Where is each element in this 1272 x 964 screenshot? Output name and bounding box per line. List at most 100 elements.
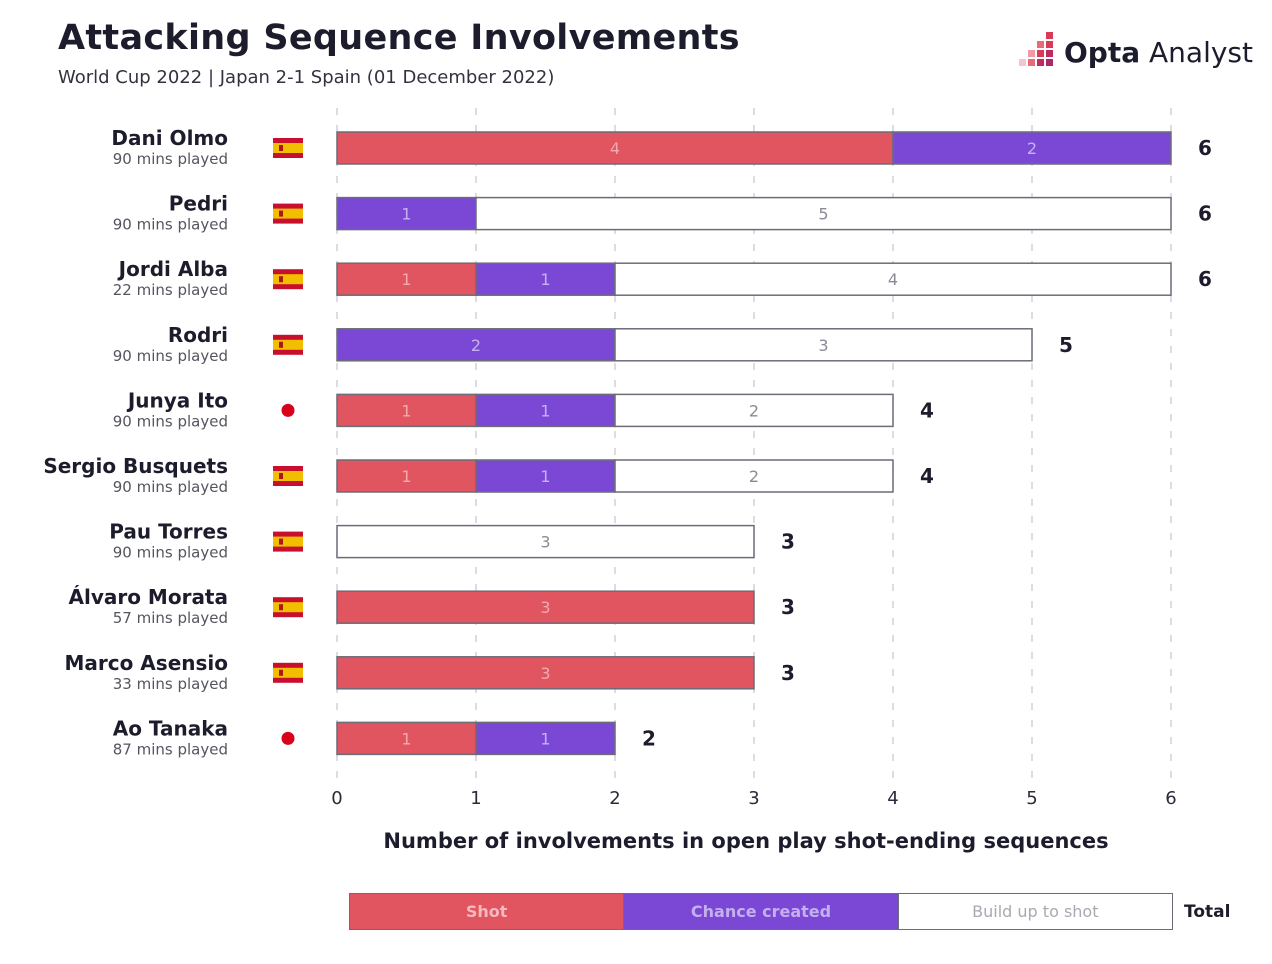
legend-chance-created: Chance created (623, 894, 898, 929)
bar-segment-label: 2 (471, 336, 481, 355)
legend: Shot Chance created Build up to shot (349, 893, 1173, 930)
x-tick-label-3: 3 (748, 788, 759, 809)
player-minutes: 90 mins played (113, 347, 228, 365)
bar-segment-label: 1 (401, 205, 411, 224)
bar-segment-label: 1 (401, 729, 411, 748)
spain-flag-stripe (273, 471, 303, 481)
chart-subtitle: World Cup 2022 | Japan 2-1 Spain (01 Dec… (58, 67, 555, 88)
bar-segment-label: 1 (540, 401, 550, 420)
x-tick-label-2: 2 (609, 788, 620, 809)
bar-total-label: 3 (781, 595, 795, 619)
player-name: Dani Olmo (111, 126, 228, 150)
opta-analyst-logo: Opta Analyst (1016, 30, 1253, 74)
spain-flag-crest (279, 538, 283, 545)
bar-segment-label: 5 (818, 205, 828, 224)
player-name: Marco Asensio (64, 651, 228, 675)
bar-segment-build (475, 196, 1172, 231)
logo-brand-bold: Opta (1064, 36, 1141, 69)
player-minutes: 90 mins played (113, 544, 228, 562)
bar-segment-label: 1 (540, 467, 550, 486)
bar-segment-build (614, 328, 1033, 362)
spain-flag-stripe (273, 143, 303, 153)
opta-logo-icon (1019, 32, 1053, 66)
bar-segment-chance (336, 196, 477, 231)
spain-flag-crest (279, 604, 283, 611)
x-axis-label: Number of involvements in open play shot… (383, 829, 1108, 853)
x-tick-label-0: 0 (331, 788, 342, 809)
bar-total-label: 4 (920, 464, 934, 488)
bar-segment-label: 1 (401, 467, 411, 486)
spain-flag-crest (279, 210, 283, 217)
bar-total-label: 6 (1198, 202, 1212, 226)
bar-segment-chance (475, 459, 616, 493)
x-tick-label-1: 1 (470, 788, 481, 809)
player-name: Pau Torres (109, 520, 228, 544)
spain-flag-stripe (273, 536, 303, 547)
legend-shot: Shot (350, 894, 624, 929)
spain-flag-stripe (273, 667, 303, 678)
bar-total-label: 6 (1198, 267, 1212, 291)
player-minutes: 22 mins played (113, 281, 228, 299)
bar-segment-label: 4 (610, 139, 620, 158)
player-name: Pedri (169, 192, 228, 216)
japan-flag-icon (281, 403, 295, 417)
bar-segment-build (614, 393, 894, 428)
x-tick-label-6: 6 (1165, 788, 1176, 809)
player-name: Junya Ito (126, 388, 228, 412)
player-minutes: 90 mins played (113, 412, 228, 430)
bar-segment-chance (475, 721, 616, 756)
bar-total-label: 5 (1059, 333, 1073, 357)
bar-segment-chance (475, 393, 616, 428)
bar-segment-label: 3 (540, 533, 550, 552)
bar-segment-label: 1 (401, 270, 411, 289)
bar-segment-label: 1 (401, 401, 411, 420)
legend-total: Total (1184, 902, 1231, 922)
spain-flag-stripe (273, 208, 303, 219)
spain-flag-crest (279, 473, 283, 479)
bar-total-label: 6 (1198, 136, 1212, 160)
spain-flag-crest (279, 669, 283, 676)
x-tick-label-5: 5 (1026, 788, 1037, 809)
spain-flag-crest (279, 341, 283, 348)
player-minutes: 57 mins played (113, 609, 228, 627)
player-name: Álvaro Morata (69, 585, 229, 609)
spain-flag-stripe (273, 339, 303, 350)
bar-segment-chance (336, 328, 616, 362)
player-minutes: 87 mins played (113, 740, 228, 758)
spain-flag-crest (279, 276, 283, 283)
bar-total-label: 4 (920, 398, 934, 422)
bar-segment-label: 1 (540, 270, 550, 289)
bar-segment-label: 2 (749, 401, 759, 420)
bar-segment-label: 3 (818, 336, 828, 355)
bar-total-label: 3 (781, 530, 795, 554)
bar-segment-label: 4 (888, 270, 898, 289)
bar-segment-shot (336, 590, 755, 624)
bar-segment-build (614, 459, 894, 493)
player-name: Jordi Alba (117, 257, 228, 281)
bar-segment-shot (336, 262, 477, 296)
bar-segment-chance (892, 131, 1172, 165)
player-minutes: 90 mins played (113, 478, 228, 496)
bar-segment-build (614, 262, 1172, 296)
spain-flag-crest (279, 145, 283, 151)
player-minutes: 90 mins played (113, 150, 228, 168)
bar-total-label: 3 (781, 661, 795, 685)
bar-segment-build (336, 524, 755, 559)
player-name: Sergio Busquets (43, 454, 228, 478)
x-tick-label-4: 4 (887, 788, 898, 809)
bar-segment-chance (475, 262, 616, 296)
spain-flag-stripe (273, 274, 303, 285)
bar-total-label: 2 (642, 726, 656, 750)
bar-segment-label: 2 (749, 467, 759, 486)
player-minutes: 90 mins played (113, 216, 228, 234)
bar-segment-shot (336, 656, 755, 690)
bar-segment-label: 1 (540, 729, 550, 748)
legend-build-up: Build up to shot (897, 894, 1172, 929)
bar-segment-label: 3 (540, 598, 550, 617)
logo-brand-light: Analyst (1140, 36, 1253, 69)
bar-segment-label: 2 (1027, 139, 1037, 158)
logo-text: Opta Analyst (1064, 36, 1253, 69)
player-minutes: 33 mins played (113, 675, 228, 693)
bar-segment-shot (336, 131, 894, 165)
